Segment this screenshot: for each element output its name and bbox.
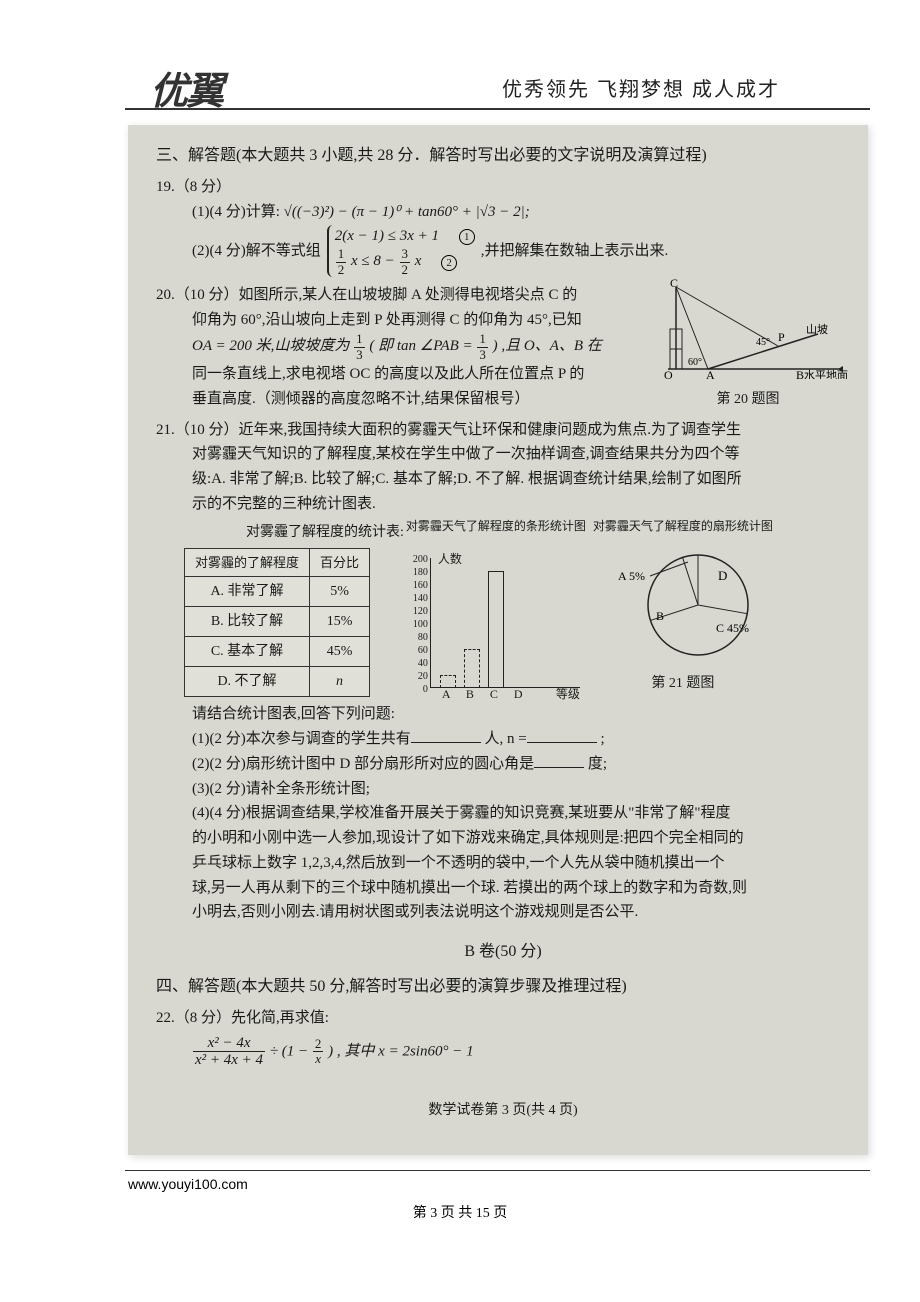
- question-21: 21.（10 分）近年来,我国持续大面积的雾霾天气让环保和健康问题成为焦点.为了…: [156, 418, 850, 926]
- question-20: 20.（10 分）如图所示,某人在山坡坡脚 A 处测得电视塔尖点 C 的 仰角为…: [156, 283, 850, 412]
- q22-number: 22.（8 分）: [156, 1010, 231, 1026]
- bar-chart-title: 对雾霾天气了解程度的条形统计图: [406, 517, 586, 537]
- q19-p2-suffix: ,并把解集在数轴上表示出来.: [481, 239, 669, 264]
- svg-text:P: P: [778, 330, 785, 344]
- svg-text:B: B: [656, 609, 664, 623]
- ineq-line1: 2(x − 1) ≤ 3x + 1: [335, 228, 439, 244]
- header-divider: [125, 108, 870, 110]
- q21-caption: 第 21 题图: [588, 672, 778, 695]
- q21-prompt: 请结合统计图表,回答下列问题:: [192, 702, 850, 727]
- q21-number: 21.（10 分）: [156, 422, 239, 438]
- page-number: 第 3 页 共 15 页: [0, 1202, 920, 1222]
- svg-text:A: A: [706, 368, 715, 379]
- page-header: 优翼 优秀领先 飞翔梦想 成人成才: [0, 60, 920, 115]
- svg-text:45°: 45°: [756, 337, 770, 348]
- table-row: B. 比较了解15%: [185, 607, 370, 637]
- circled-1: 1: [459, 229, 475, 245]
- svg-text:C: C: [670, 279, 678, 290]
- svg-text:60°: 60°: [688, 357, 702, 368]
- bar-B: [464, 649, 480, 688]
- motto: 优秀领先 飞翔梦想 成人成才: [502, 73, 780, 102]
- q20-caption: 第 20 题图: [648, 388, 848, 411]
- section-3-title: 三、解答题(本大题共 3 小题,共 28 分．解答时写出必要的文字说明及演算过程…: [156, 143, 850, 169]
- q20-number: 20.（10 分）: [156, 287, 239, 303]
- footer-url: www.youyi100.com: [128, 1176, 248, 1192]
- circled-2: 2: [441, 255, 457, 271]
- q19-p2-prefix: (2)(4 分)解不等式组: [192, 239, 321, 264]
- table-row: D. 不了解n: [185, 667, 370, 697]
- scan-page-footer: 数学试卷第 3 页(共 4 页): [156, 1099, 850, 1122]
- q20-figure: C O A B P 60° 45° 山坡 水平地面 第 20 题图: [648, 279, 848, 399]
- q19-p1-expr: √((−3)²) − (π − 1)⁰ + tan60° + |√3 − 2|;: [284, 204, 530, 220]
- blank-n: [527, 729, 597, 743]
- svg-text:O: O: [664, 368, 673, 379]
- svg-text:B: B: [796, 368, 804, 379]
- table-row: A. 非常了解5%: [185, 577, 370, 607]
- svg-text:C 45%: C 45%: [716, 621, 749, 635]
- inequality-system: 2(x − 1) ≤ 3x + 1 1 12 x ≤ 8 − 32 x 2: [327, 225, 475, 277]
- svg-text:山坡: 山坡: [806, 323, 828, 336]
- svg-text:D: D: [718, 568, 727, 583]
- bar-chart: 人数 0 20 40 60 80 100 120 140 160 180 200: [406, 552, 586, 702]
- table-header-col1: 对雾霾的了解程度: [185, 548, 310, 576]
- pie-chart: A 5% B C 45% D: [588, 540, 778, 670]
- question-19: 19.（8 分） (1)(4 分)计算: √((−3)²) − (π − 1)⁰…: [156, 175, 850, 277]
- pie-chart-title: 对雾霾天气了解程度的扇形统计图: [588, 517, 778, 537]
- section-b-title: B 卷(50 分): [156, 939, 850, 965]
- scanned-exam-page: 三、解答题(本大题共 3 小题,共 28 分．解答时写出必要的文字说明及演算过程…: [128, 125, 868, 1155]
- q19-p1-prefix: (1)(4 分)计算:: [192, 204, 280, 220]
- svg-text:A 5%: A 5%: [618, 569, 645, 583]
- blank-students: [411, 729, 481, 743]
- tower-diagram-svg: C O A B P 60° 45° 山坡 水平地面: [648, 279, 848, 379]
- understanding-table: 对雾霾的了解程度 百分比 A. 非常了解5% B. 比较了解15% C. 基本了…: [184, 548, 370, 698]
- bar-C: [488, 571, 504, 688]
- logo: 优翼: [150, 60, 222, 115]
- footer-divider: [125, 1170, 870, 1171]
- question-22: 22.（8 分）先化简,再求值: x² − 4x x² + 4x + 4 ÷ (…: [156, 1006, 850, 1069]
- stats-table-title: 对雾霾了解程度的统计表:: [246, 521, 404, 544]
- table-header-col2: 百分比: [310, 548, 370, 576]
- ineq-line2-mid: x ≤ 8 −: [351, 254, 395, 270]
- blank-degree: [534, 754, 584, 768]
- q19-number: 19.（8 分）: [156, 179, 231, 195]
- table-row: C. 基本了解45%: [185, 637, 370, 667]
- section-4-title: 四、解答题(本大题共 50 分,解答时写出必要的演算步骤及推理过程): [156, 974, 850, 1000]
